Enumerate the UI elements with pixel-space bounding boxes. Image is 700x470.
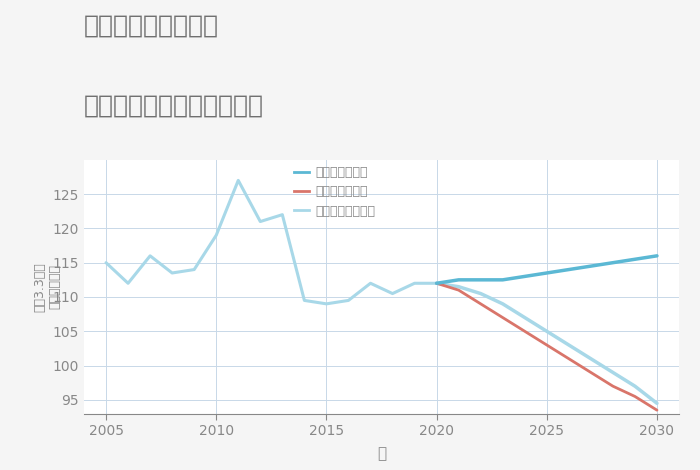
Text: 中古マンションの価格推移: 中古マンションの価格推移 xyxy=(84,94,264,118)
Legend: グッドシナリオ, バッドシナリオ, ノーマルシナリオ: グッドシナリオ, バッドシナリオ, ノーマルシナリオ xyxy=(294,166,375,218)
X-axis label: 年: 年 xyxy=(377,446,386,462)
Y-axis label: 坪（3.3㎡）
単価（万円）: 坪（3.3㎡） 単価（万円） xyxy=(33,262,61,312)
Text: 千葉県野田市柳沢の: 千葉県野田市柳沢の xyxy=(84,14,219,38)
